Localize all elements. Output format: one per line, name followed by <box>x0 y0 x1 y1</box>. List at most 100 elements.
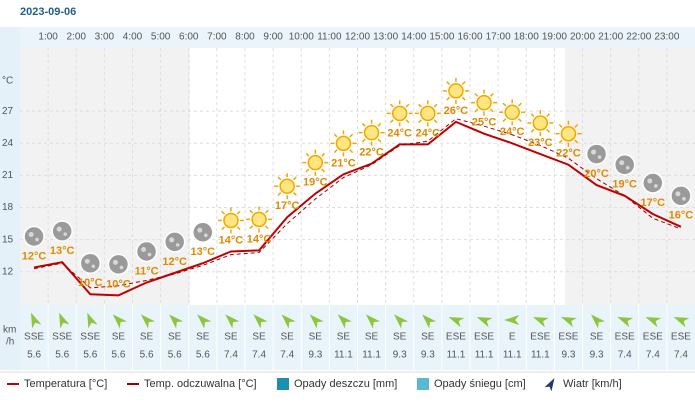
wind-direction: SSE <box>24 332 44 343</box>
hour-label: 6:00 <box>179 32 199 43</box>
legend-arrow <box>544 377 555 392</box>
wind-direction: ESE <box>671 332 691 343</box>
wind-speed: 7.4 <box>252 350 266 361</box>
y-tick-label: 15 <box>2 234 14 245</box>
sun-icon <box>476 94 492 111</box>
sun-ray <box>389 103 394 108</box>
moon-crater <box>63 232 67 236</box>
wind-arrow <box>504 315 520 325</box>
y-tick-label: 27 <box>2 106 14 117</box>
legend-label: Temperatura [°C] <box>24 378 107 390</box>
sun-icon <box>363 124 380 141</box>
wind-speed: 5.6 <box>168 350 182 361</box>
wind-arrow <box>281 314 296 329</box>
moon-crater <box>682 197 686 201</box>
wind-direction: ESE <box>530 332 550 343</box>
value-label: 24°C <box>500 126 525 138</box>
wind-direction: SE <box>309 332 323 343</box>
hour-label: 14:00 <box>401 32 426 43</box>
wind-speed: 9.3 <box>590 350 604 361</box>
hour-label: 9:00 <box>263 32 283 43</box>
sun-ray <box>433 103 438 108</box>
hour-label: 16:00 <box>457 32 482 43</box>
hour-label: 10:00 <box>289 32 314 43</box>
moon-crater <box>84 258 90 264</box>
value-label: 10°C <box>106 278 131 290</box>
hour-label: 11:00 <box>317 32 342 43</box>
sun-ray <box>446 81 451 86</box>
moon-crater <box>175 243 180 247</box>
axis-panel <box>0 27 20 370</box>
value-label: 22°C <box>556 148 581 160</box>
moon-icon <box>613 154 636 176</box>
sun-ray <box>461 96 466 101</box>
wind-direction: ESE <box>615 332 635 343</box>
value-label: 17°C <box>641 197 666 209</box>
value-label: 12°C <box>22 250 47 262</box>
moon-icon <box>585 143 608 165</box>
hour-label: 23:00 <box>654 32 679 43</box>
legend-label: Opady śniegu [cm] <box>434 378 526 390</box>
sun-ray <box>474 108 479 113</box>
wind-speed: 9.3 <box>393 350 407 361</box>
sun-ray <box>433 119 438 124</box>
moon-crater <box>28 232 34 238</box>
moon-crater <box>169 237 175 243</box>
hour-label: 22:00 <box>626 32 651 43</box>
wind-speed: 7.4 <box>674 350 688 361</box>
value-label: 14°C <box>219 234 244 246</box>
wind-speed: 5.6 <box>140 350 154 361</box>
wind-arrow <box>394 314 409 329</box>
sun-ray <box>405 103 410 108</box>
wind-direction: SE <box>140 332 154 343</box>
y-tick-label: 18 <box>2 202 14 213</box>
moon-crater <box>197 227 203 233</box>
sun-icon <box>504 104 520 121</box>
value-label: 24°C <box>416 127 441 139</box>
sun-ray <box>277 192 282 196</box>
moon-icon <box>79 252 102 275</box>
sun-ray <box>489 92 494 97</box>
wind-speed: 7.4 <box>224 350 238 361</box>
wind-speed: 5.6 <box>196 350 210 361</box>
value-label: 22°C <box>359 147 384 159</box>
sun-icon <box>307 154 324 171</box>
sun-ray <box>461 81 466 86</box>
hour-label: 15:00 <box>429 32 454 43</box>
wind-arrow <box>645 316 662 328</box>
value-label: 24°C <box>387 127 412 139</box>
sun-ray <box>502 102 507 107</box>
hour-label: 13:00 <box>373 32 398 43</box>
value-label: 13°C <box>50 245 75 257</box>
hour-label: 20:00 <box>570 32 595 43</box>
sun-icon <box>223 212 239 229</box>
sun-ray <box>546 113 551 118</box>
wind-speed: 7.4 <box>646 350 660 361</box>
moon-crater <box>591 149 597 155</box>
wind-speed: 11.1 <box>475 350 494 361</box>
hour-label: 5:00 <box>151 32 171 43</box>
wind-speed: 11.1 <box>334 350 353 361</box>
wind-arrow <box>59 312 70 329</box>
sun-ray <box>264 225 269 230</box>
wind-arrow <box>561 316 577 328</box>
sun-ray <box>249 209 254 214</box>
wind-direction: SE <box>365 332 379 343</box>
sun-ray <box>333 133 338 138</box>
value-label: 19°C <box>612 179 637 191</box>
sun-ray <box>530 128 535 133</box>
hour-label: 3:00 <box>95 32 115 43</box>
sun-icon <box>391 105 408 122</box>
wind-speed: 11.1 <box>447 350 466 361</box>
value-label: 10°C <box>78 277 103 289</box>
wind-direction: SE <box>252 332 266 343</box>
moon-crater <box>56 226 62 232</box>
sun-icon <box>532 115 549 131</box>
moon-crater <box>35 237 39 242</box>
wind-direction: ESE <box>474 332 494 343</box>
value-label: 23°C <box>528 137 553 149</box>
y-axis-label: °C <box>2 76 13 87</box>
night-shade <box>565 48 695 305</box>
value-label: 20°C <box>584 168 609 180</box>
chart-title: 2023-09-06 <box>20 6 76 18</box>
